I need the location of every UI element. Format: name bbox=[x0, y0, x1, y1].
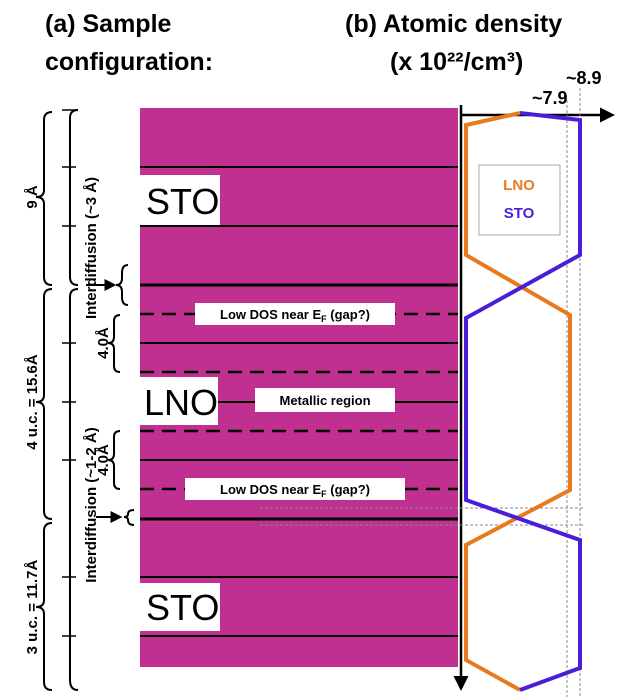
figure: (a) Sample configuration: (b) Atomic den… bbox=[0, 0, 619, 697]
tick-label: ~8.9 bbox=[566, 68, 602, 88]
spacing-label: 4.0Å bbox=[95, 327, 112, 359]
tick-label: ~7.9 bbox=[532, 88, 568, 108]
interdiffusion-label: Interdiffusion (~3 Å) bbox=[83, 177, 100, 319]
low-dos-label: Low DOS near EF (gap?) bbox=[220, 482, 370, 499]
title-a: (a) Sample bbox=[45, 10, 172, 38]
title-b: (b) Atomic density bbox=[345, 10, 562, 38]
metallic-label: Metallic region bbox=[279, 393, 370, 408]
legend-label: LNO bbox=[503, 177, 535, 194]
legend bbox=[479, 165, 560, 235]
title-a: configuration: bbox=[45, 48, 213, 76]
layer-label: STO bbox=[146, 181, 219, 222]
legend-label: STO bbox=[504, 205, 535, 222]
layer-label: LNO bbox=[144, 382, 218, 423]
thickness-label: 3 u.c. = 11.7Å bbox=[24, 560, 41, 655]
spacing-label: 4.0Å bbox=[95, 444, 112, 476]
low-dos-label: Low DOS near EF (gap?) bbox=[220, 307, 370, 324]
thickness-label: 9 Å bbox=[24, 185, 41, 209]
title-b: (x 10²²/cm³) bbox=[390, 48, 523, 76]
layer-label: STO bbox=[146, 587, 219, 628]
thickness-label: 4 u.c. = 15.6Å bbox=[24, 354, 41, 450]
